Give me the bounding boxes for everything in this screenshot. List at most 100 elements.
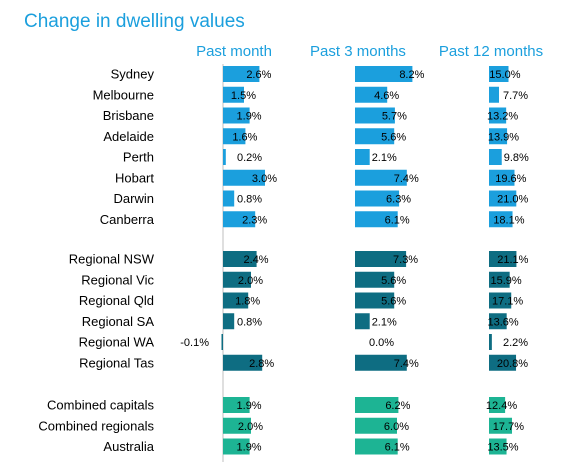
- value-label-perth-col0: 0.2%: [237, 152, 262, 164]
- row-label-regional-wa: Regional WA: [79, 335, 155, 350]
- value-label-canberra-col0: 2.3%: [242, 214, 267, 226]
- bar-melbourne-col0: [223, 86, 244, 103]
- row-label-adelaide: Adelaide: [103, 129, 154, 144]
- bar-regional-tas-col0: [223, 354, 263, 371]
- bar-hobart-col2: [489, 169, 515, 186]
- column-header-past-month: Past month: [196, 43, 272, 60]
- bar-adelaide-col2: [489, 128, 508, 145]
- value-label-regional-sa-col0: 0.8%: [237, 316, 262, 328]
- value-label-adelaide-col0: 1.6%: [232, 131, 257, 143]
- bar-melbourne-col1: [355, 86, 388, 103]
- bar-melbourne-col2: [489, 86, 500, 103]
- bar-canberra-col0: [223, 211, 256, 228]
- value-label-brisbane-col1: 5.7%: [382, 111, 407, 123]
- value-label-canberra-col2: 18.1%: [493, 214, 524, 226]
- row-label-combined-regionals: Combined regionals: [38, 418, 154, 433]
- row-label-melbourne: Melbourne: [93, 87, 154, 102]
- value-label-regional-sa-col2: 13.6%: [487, 316, 518, 328]
- value-label-darwin-col2: 21.0%: [497, 194, 528, 206]
- bar-australia-col1: [355, 438, 398, 455]
- bar-adelaide-col1: [355, 128, 395, 145]
- value-label-regional-vic-col1: 5.6%: [381, 275, 406, 287]
- bar-regional-vic-col2: [489, 271, 510, 288]
- row-label-perth: Perth: [123, 150, 154, 165]
- bar-combined-capitals-col0: [223, 397, 250, 413]
- bar-sydney-col0: [223, 66, 260, 82]
- bar-regional-vic-col0: [223, 271, 251, 288]
- row-label-sydney: Sydney: [111, 67, 155, 82]
- bar-brisbane-col0: [223, 107, 250, 124]
- value-label-sydney-col0: 2.6%: [246, 69, 271, 81]
- value-label-adelaide-col1: 5.6%: [381, 131, 406, 143]
- value-label-combined-capitals-col1: 6.2%: [385, 400, 410, 412]
- value-label-darwin-col0: 0.8%: [237, 194, 262, 206]
- bar-regional-qld-col0: [223, 292, 249, 309]
- bar-darwin-col2: [489, 190, 517, 207]
- value-label-combined-regionals-col1: 6.0%: [384, 421, 409, 433]
- bar-sydney-col1: [355, 66, 413, 82]
- bar-adelaide-col0: [223, 128, 246, 145]
- chart-title: Change in dwelling values: [24, 11, 245, 32]
- value-label-melbourne-col2: 7.7%: [503, 90, 528, 102]
- value-label-hobart-col1: 7.4%: [394, 173, 419, 185]
- value-label-brisbane-col0: 1.9%: [237, 111, 262, 123]
- bar-regional-tas-col1: [355, 354, 407, 371]
- row-label-canberra: Canberra: [100, 212, 155, 227]
- value-label-regional-wa-col2: 2.2%: [503, 337, 528, 349]
- bar-regional-nsw-col0: [223, 251, 257, 267]
- bar-regional-nsw-col2: [489, 251, 517, 267]
- bar-australia-col0: [223, 438, 250, 455]
- bar-sydney-col2: [489, 66, 509, 82]
- value-label-perth-col2: 9.8%: [504, 152, 529, 164]
- row-label-regional-sa: Regional SA: [82, 314, 155, 329]
- row-label-regional-qld: Regional Qld: [79, 293, 154, 308]
- bar-regional-nsw-col1: [355, 251, 407, 267]
- bar-combined-regionals-col1: [355, 417, 397, 434]
- value-label-regional-qld-col0: 1.8%: [235, 296, 260, 308]
- row-label-hobart: Hobart: [115, 170, 154, 185]
- bar-brisbane-col1: [355, 107, 395, 124]
- chart-marks: Sydney 2.6% 8.2% 15.0% Melbourne 1.5% 4.6% 7.7%…: [38, 64, 529, 462]
- value-label-regional-tas-col1: 7.4%: [394, 358, 419, 370]
- value-label-sydney-col2: 15.0%: [489, 69, 520, 81]
- bar-regional-wa-col0: [221, 334, 223, 350]
- value-label-regional-nsw-col0: 2.4%: [244, 254, 269, 266]
- bar-hobart-col0: [223, 169, 265, 186]
- value-label-perth-col1: 2.1%: [372, 152, 397, 164]
- value-label-regional-vic-col2: 15.9%: [490, 275, 521, 287]
- value-label-regional-vic-col0: 2.0%: [238, 275, 263, 287]
- bar-regional-sa-col0: [223, 313, 235, 330]
- bar-perth-col2: [489, 149, 502, 165]
- value-label-regional-nsw-col1: 7.3%: [393, 254, 418, 266]
- value-label-melbourne-col0: 1.5%: [231, 90, 256, 102]
- value-label-brisbane-col2: 13.2%: [487, 111, 518, 123]
- value-label-regional-tas-col0: 2.8%: [249, 358, 274, 370]
- value-label-regional-tas-col2: 20.8%: [497, 358, 528, 370]
- bar-hobart-col1: [355, 169, 407, 186]
- bar-perth-col0: [223, 149, 226, 165]
- bar-perth-col1: [355, 149, 370, 165]
- value-label-regional-sa-col1: 2.1%: [372, 316, 397, 328]
- column-header-past-12-months: Past 12 months: [439, 43, 543, 60]
- value-label-regional-nsw-col2: 21.1%: [497, 254, 528, 266]
- row-label-australia: Australia: [103, 439, 154, 454]
- value-label-regional-qld-col1: 5.6%: [381, 296, 406, 308]
- value-label-australia-col1: 6.1%: [385, 442, 410, 454]
- bar-combined-regionals-col0: [223, 417, 251, 434]
- bar-combined-capitals-col2: [489, 397, 506, 413]
- bar-brisbane-col2: [489, 107, 507, 124]
- bar-regional-qld-col2: [489, 292, 512, 309]
- value-label-combined-regionals-col2: 17.7%: [493, 421, 524, 433]
- row-label-regional-vic: Regional Vic: [81, 272, 154, 287]
- row-label-darwin: Darwin: [114, 191, 154, 206]
- row-label-regional-nsw: Regional NSW: [69, 252, 155, 267]
- row-label-combined-capitals: Combined capitals: [47, 398, 154, 413]
- value-label-combined-regionals-col0: 2.0%: [238, 421, 263, 433]
- bar-combined-regionals-col2: [489, 417, 513, 434]
- bar-canberra-col2: [489, 211, 513, 228]
- value-label-regional-qld-col2: 17.1%: [492, 296, 523, 308]
- bar-regional-tas-col2: [489, 354, 517, 371]
- value-label-combined-capitals-col0: 1.9%: [237, 400, 262, 412]
- value-label-canberra-col1: 6.1%: [385, 214, 410, 226]
- bar-darwin-col1: [355, 190, 400, 207]
